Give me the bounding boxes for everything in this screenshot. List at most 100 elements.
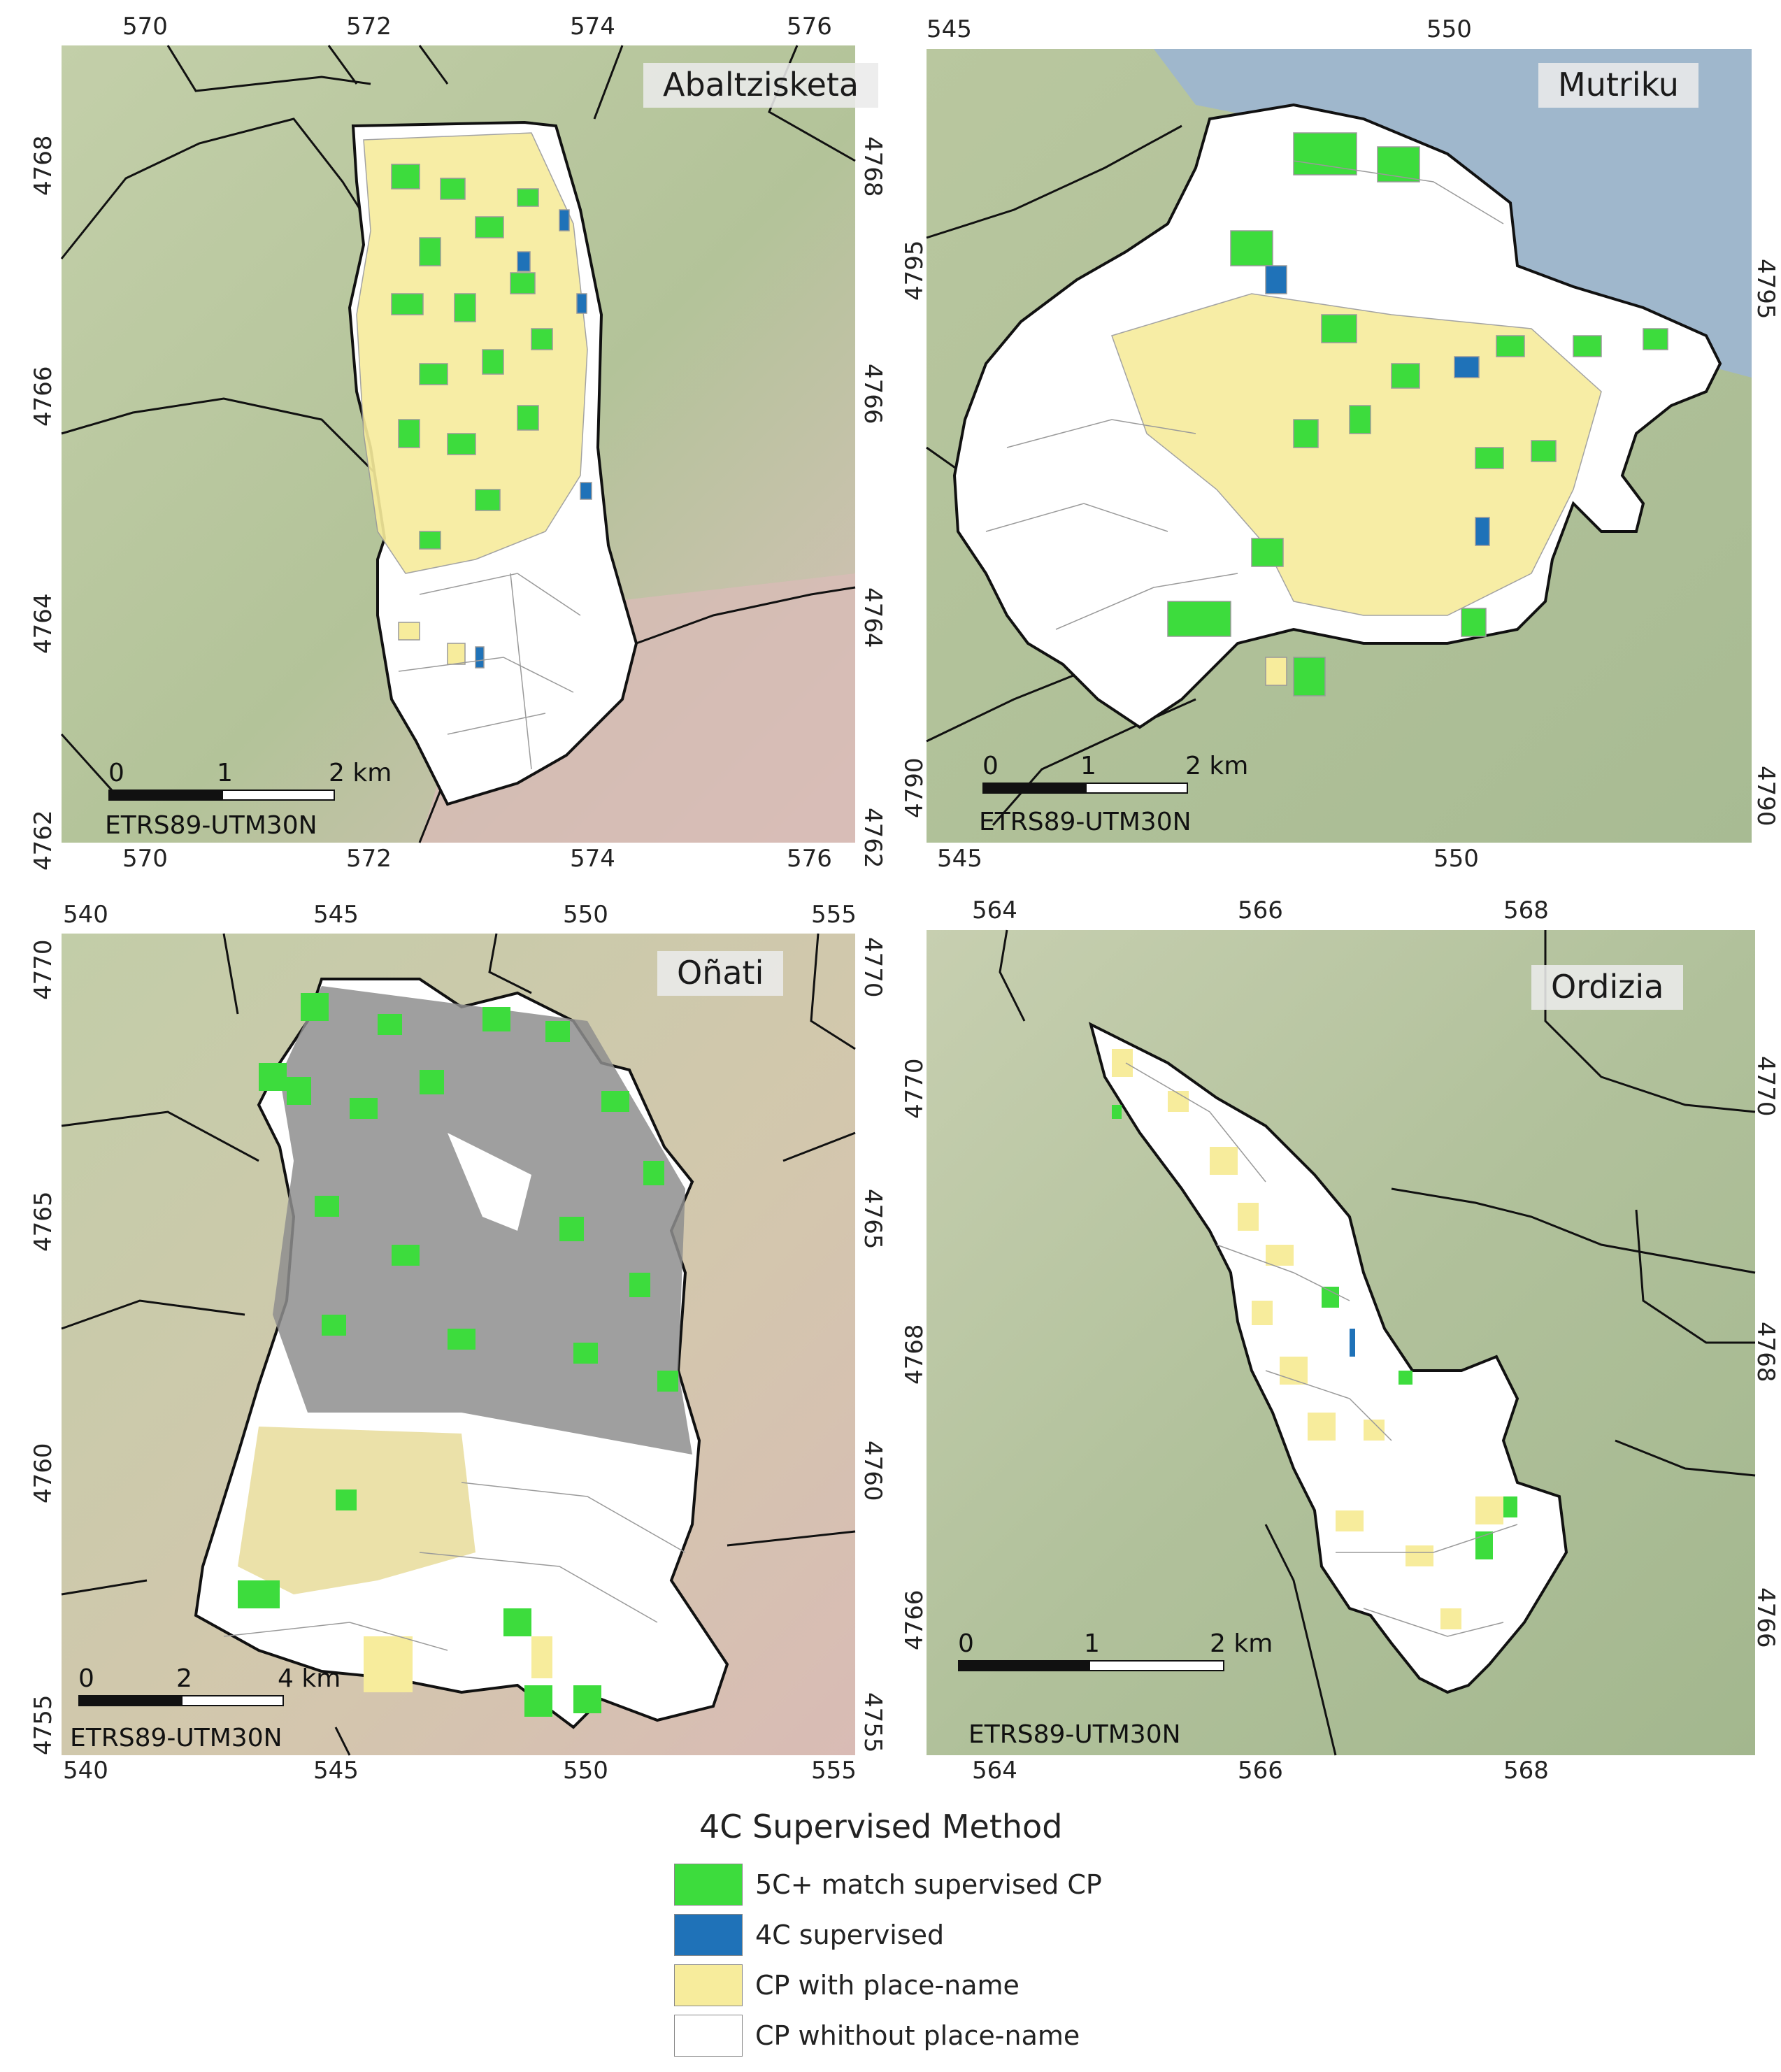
parcel-outlines: [223, 1482, 686, 1651]
admin-boundaries: [61, 933, 856, 1756]
tick-right: 4768: [859, 136, 887, 197]
tick-top: 576: [787, 13, 832, 41]
legend-label: 5C+ match supervised CP: [755, 1869, 1102, 1900]
scale-label-0: 0: [108, 759, 124, 787]
parcels: [238, 986, 692, 1717]
legend-item: 5C+ match supervised CP: [671, 1864, 1161, 1907]
tick-left: 4766: [902, 1589, 929, 1650]
municipality-ordizia: [1088, 1022, 1568, 1694]
tick-bottom: 576: [787, 845, 832, 873]
scale-label-0: 0: [78, 1664, 94, 1693]
legend-label: CP with place-name: [755, 1970, 1020, 2001]
panel-name: Ordizia: [1531, 965, 1684, 1010]
tick-right: 4762: [859, 808, 887, 869]
tick-bottom: 550: [563, 1757, 608, 1785]
legend-swatch: [674, 1864, 743, 1906]
tick-right: 4765: [859, 1189, 887, 1250]
tick-right: 4766: [1752, 1587, 1780, 1648]
scale-bar: 0 1 2 km: [982, 752, 1262, 794]
legend: 4C Supervised Method 5C+ match supervise…: [671, 1808, 1161, 2066]
scale-bar-white: [222, 789, 335, 801]
tick-top: 550: [563, 901, 608, 929]
tick-bottom: 574: [570, 845, 615, 873]
tick-bottom: 545: [937, 845, 982, 873]
map-mutriku: [926, 49, 1752, 843]
map-panel-abaltzisketa: Abaltzisketa 570 572 574 576 570 572 574…: [28, 0, 888, 874]
legend-item: CP whithout place-name: [671, 2015, 1161, 2058]
tick-right: 4795: [1752, 259, 1780, 320]
scale-bar: 0 2 4 km: [78, 1664, 358, 1706]
scale-bar-black: [982, 783, 1087, 794]
scale-label-0: 0: [982, 752, 999, 780]
crs-label: ETRS89-UTM30N: [968, 1720, 1181, 1749]
map-panel-ordizia: Ordizia 564 566 568 564 566 568 4770 476…: [902, 881, 1781, 1790]
tick-right: 4770: [1752, 1056, 1780, 1117]
parcels: [1112, 1049, 1517, 1629]
crs-label: ETRS89-UTM30N: [70, 1724, 282, 1752]
scale-label-1: 1: [217, 759, 233, 787]
legend-item: 4C supervised: [671, 1914, 1161, 1957]
panel-name: Mutriku: [1538, 63, 1698, 108]
tick-left: 4790: [902, 757, 929, 818]
parcel-outlines: [398, 573, 581, 770]
tick-bottom: 564: [972, 1757, 1017, 1785]
tick-bottom: 572: [346, 845, 392, 873]
panel-name: Abaltzisketa: [643, 63, 879, 108]
tick-left: 4765: [29, 1191, 57, 1252]
tick-bottom: 570: [122, 845, 168, 873]
legend-label: CP whithout place-name: [755, 2020, 1080, 2051]
parcels: [1111, 132, 1668, 696]
tick-top: 540: [63, 901, 108, 929]
tick-bottom: 566: [1238, 1757, 1283, 1785]
tick-top: 550: [1426, 15, 1472, 43]
tick-top: 564: [972, 896, 1017, 924]
tick-bottom: 550: [1433, 845, 1479, 873]
legend-swatch: [674, 2015, 743, 2057]
tick-bottom: 540: [63, 1757, 108, 1785]
scale-bar-white: [1085, 783, 1188, 794]
tick-top: 574: [570, 13, 615, 41]
tick-top: 545: [313, 901, 359, 929]
parcels: [356, 132, 592, 669]
scale-label-1: 1: [1080, 752, 1096, 780]
tick-bottom: 568: [1503, 1757, 1549, 1785]
scale-bar-black: [958, 1660, 1090, 1671]
tick-left: 4770: [29, 939, 57, 1000]
tick-right: 4770: [859, 937, 887, 998]
tick-right: 4766: [859, 364, 887, 424]
tick-top: 570: [122, 13, 168, 41]
tick-bottom: 555: [811, 1757, 857, 1785]
map-panel-onati: Oñati 540 545 550 555 540 545 550 555 47…: [28, 881, 888, 1790]
tick-left: 4795: [902, 240, 929, 301]
parcel-outlines: [1125, 1062, 1518, 1637]
map-ordizia: [927, 929, 1756, 1756]
tick-right: 4790: [1752, 766, 1780, 827]
scale-label-2: 2 km: [1185, 752, 1249, 780]
crs-label: ETRS89-UTM30N: [979, 808, 1192, 836]
scale-bar-white: [181, 1695, 284, 1706]
tick-left: 4768: [902, 1324, 929, 1385]
tick-left: 4762: [29, 810, 57, 871]
parcel-outlines: [985, 160, 1504, 630]
legend-swatch: [674, 1914, 743, 1956]
scale-label-0: 0: [958, 1629, 974, 1658]
tick-left: 4755: [29, 1694, 57, 1755]
tick-top: 555: [811, 901, 857, 929]
scale-bar-black: [108, 789, 223, 801]
scale-bar-black: [78, 1695, 183, 1706]
tick-right: 4768: [1752, 1322, 1780, 1382]
tick-left: 4766: [29, 366, 57, 427]
tick-right: 4764: [859, 587, 887, 648]
tick-left: 4760: [29, 1443, 57, 1503]
tick-top: 568: [1503, 896, 1549, 924]
admin-boundaries: [999, 929, 1756, 1756]
map-abaltzisketa: [60, 45, 856, 843]
map-onati: [61, 933, 856, 1756]
tick-top: 545: [927, 15, 972, 43]
legend-title: 4C Supervised Method: [699, 1808, 1063, 1845]
tick-right: 4755: [859, 1692, 887, 1753]
scale-bar: 0 1 2 km: [958, 1629, 1273, 1671]
scale-label-1: 2: [176, 1664, 192, 1693]
scale-label-2: 2 km: [329, 759, 392, 787]
legend-label: 4C supervised: [755, 1920, 945, 1950]
